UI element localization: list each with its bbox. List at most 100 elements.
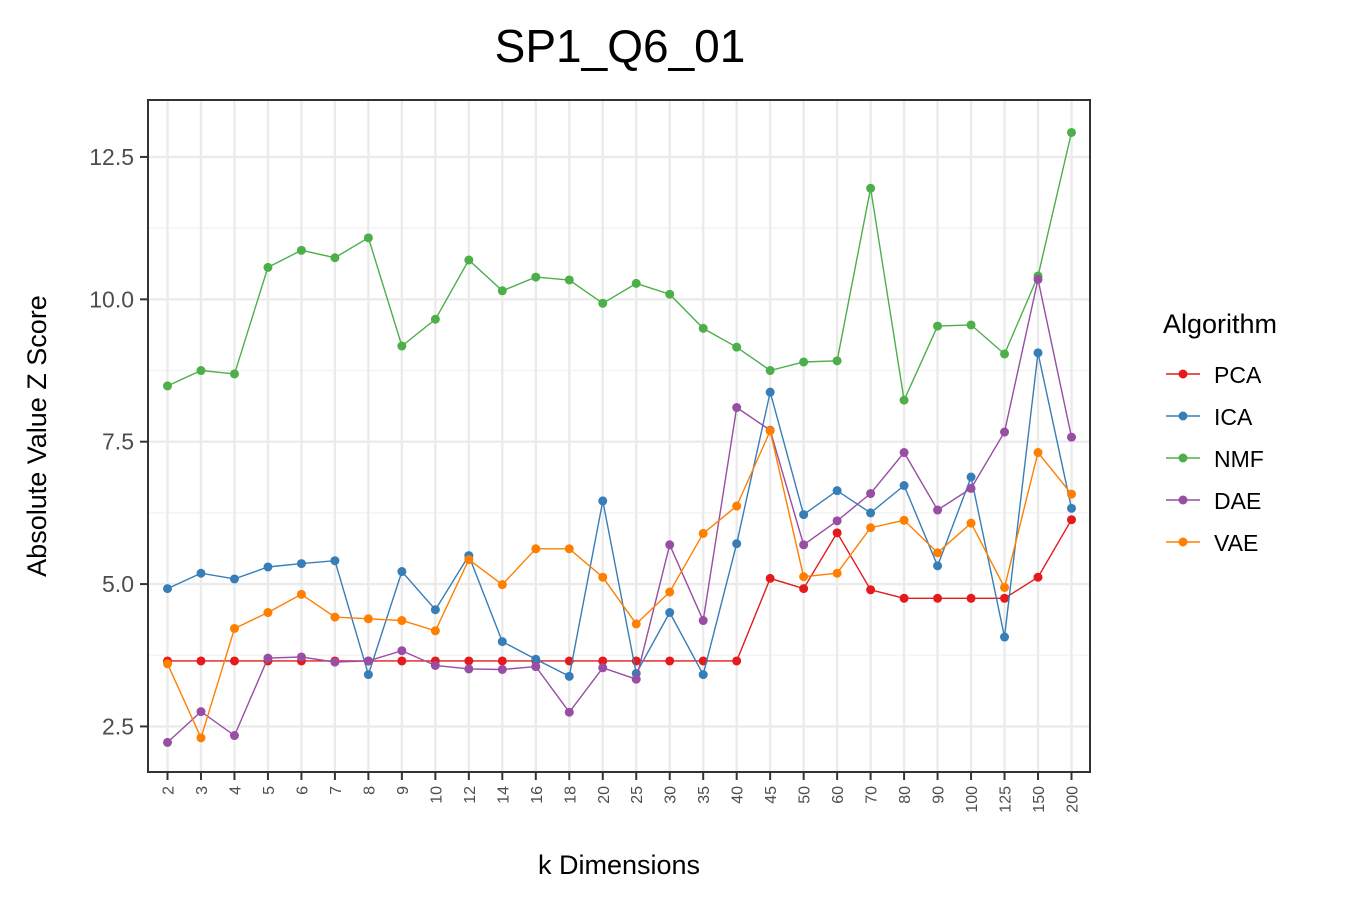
- x-tick-label: 30: [663, 786, 680, 804]
- data-point-nmf: [296, 245, 306, 255]
- data-point-ica: [598, 496, 608, 506]
- x-tick-label: 9: [395, 786, 412, 795]
- data-point-dae: [899, 448, 909, 458]
- data-point-vae: [832, 568, 842, 578]
- x-tick-label: 5: [261, 786, 278, 795]
- x-tick-label: 4: [227, 786, 244, 795]
- data-point-pca: [966, 593, 976, 603]
- data-point-vae: [765, 426, 775, 436]
- x-tick-label: 125: [998, 786, 1015, 813]
- y-axis: 2.5 5.0 7.5 10.0 12.5: [89, 144, 148, 739]
- data-point-ica: [531, 654, 541, 664]
- data-point-ica: [330, 556, 340, 566]
- data-point-nmf: [363, 233, 373, 243]
- data-point-nmf: [531, 272, 541, 282]
- y-tick-label: 10.0: [89, 286, 134, 312]
- plot-background: [148, 100, 1090, 772]
- data-point-nmf: [464, 255, 474, 265]
- data-point-dae: [296, 652, 306, 662]
- data-point-nmf: [263, 262, 273, 272]
- data-point-nmf: [1067, 127, 1076, 137]
- data-point-pca: [799, 584, 809, 594]
- chart-title: SP1_Q6_01: [495, 20, 746, 72]
- series-dae: [163, 274, 1076, 747]
- series-layer: [163, 127, 1076, 747]
- legend-label: ICA: [1214, 404, 1253, 430]
- data-point-nmf: [966, 320, 976, 330]
- data-point-vae: [1000, 582, 1010, 592]
- data-point-nmf: [631, 278, 641, 288]
- data-point-pca: [1033, 572, 1043, 582]
- data-point-vae: [732, 501, 742, 511]
- data-point-dae: [497, 664, 507, 674]
- y-axis-title: Absolute Value Z Score: [22, 295, 52, 577]
- series-vae: [163, 426, 1076, 743]
- legend-label: DAE: [1214, 488, 1261, 514]
- data-point-nmf: [799, 357, 809, 367]
- data-point-nmf: [430, 314, 440, 324]
- data-point-nmf: [732, 342, 742, 352]
- data-point-dae: [430, 661, 440, 671]
- series-line-dae: [167, 279, 1073, 743]
- legend-key-point: [1178, 369, 1188, 379]
- data-point-nmf: [832, 356, 842, 366]
- data-point-dae: [665, 540, 675, 550]
- data-point-ica: [832, 486, 842, 496]
- x-tick-label: 20: [596, 786, 613, 804]
- data-point-dae: [464, 664, 474, 674]
- data-point-ica: [497, 637, 507, 647]
- data-point-ica: [1033, 348, 1043, 358]
- legend-item-dae: DAE: [1166, 488, 1261, 514]
- series-line-nmf: [167, 132, 1073, 403]
- data-point-pca: [464, 656, 474, 666]
- data-point-nmf: [163, 381, 172, 391]
- data-point-dae: [799, 540, 809, 550]
- data-point-dae: [363, 656, 373, 666]
- y-tick-label: 12.5: [89, 144, 134, 170]
- data-point-dae: [933, 505, 943, 515]
- data-point-ica: [229, 574, 239, 584]
- x-tick-label: 3: [194, 786, 211, 795]
- data-point-dae: [732, 403, 742, 413]
- data-point-ica: [966, 472, 976, 482]
- data-point-vae: [263, 608, 273, 618]
- data-point-ica: [263, 562, 273, 572]
- x-axis: 2 3 4 5 6 7 8 9 10 12 14 16 18 20 25 30 35 40 45 50 60 70 80 90…: [161, 772, 1082, 813]
- data-point-vae: [464, 555, 474, 565]
- data-point-nmf: [698, 323, 708, 333]
- data-point-nmf: [866, 183, 876, 193]
- legend-key-point: [1178, 495, 1188, 505]
- data-point-nmf: [564, 275, 574, 285]
- data-point-vae: [966, 518, 976, 528]
- data-point-dae: [163, 737, 172, 747]
- legend-item-vae: VAE: [1166, 530, 1258, 556]
- data-point-pca: [866, 585, 876, 595]
- data-point-vae: [497, 580, 507, 590]
- legend: Algorithm PCA ICA NMF DAE VAE: [1163, 309, 1277, 556]
- legend-title: Algorithm: [1163, 309, 1277, 339]
- data-point-pca: [732, 656, 742, 666]
- plot-panel-border: [147, 99, 1091, 773]
- x-tick-label: 45: [763, 786, 780, 804]
- series-ica: [163, 348, 1076, 681]
- data-point-pca: [899, 593, 909, 603]
- data-point-vae: [665, 587, 675, 597]
- data-point-dae: [397, 646, 407, 656]
- data-point-ica: [1067, 503, 1076, 513]
- data-point-ica: [296, 559, 306, 569]
- data-point-nmf: [497, 286, 507, 296]
- data-point-pca: [196, 656, 206, 666]
- data-point-pca: [497, 656, 507, 666]
- x-tick-label: 7: [328, 786, 345, 795]
- data-point-vae: [866, 523, 876, 533]
- grid: [148, 100, 1090, 772]
- x-tick-label: 16: [529, 786, 546, 804]
- x-tick-label: 70: [864, 786, 881, 804]
- x-tick-label: 35: [696, 786, 713, 804]
- data-point-nmf: [1000, 349, 1010, 359]
- data-point-nmf: [933, 321, 943, 331]
- data-point-vae: [397, 616, 407, 626]
- x-tick-label: 40: [730, 786, 747, 804]
- data-point-vae: [933, 548, 943, 558]
